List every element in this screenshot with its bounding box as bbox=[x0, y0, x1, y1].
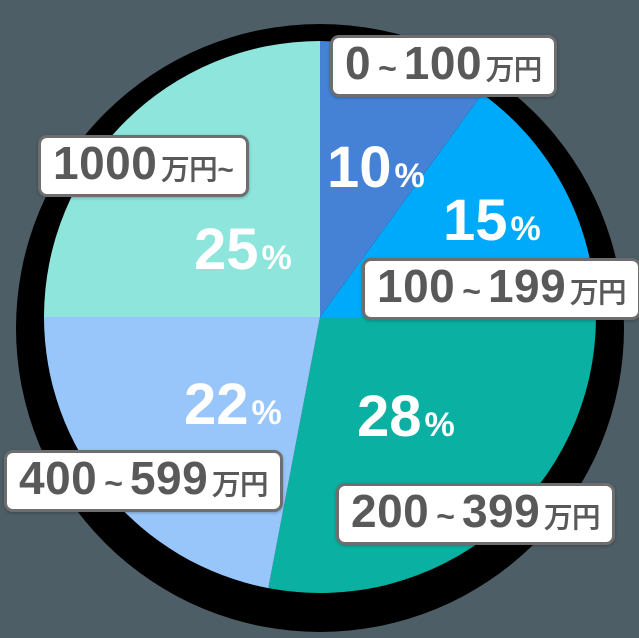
callout-box-100-199: 100 ~ 199 万円 bbox=[362, 258, 639, 320]
percent-symbol: % bbox=[394, 157, 425, 195]
percent-symbol: % bbox=[424, 406, 455, 444]
unit-label: 万円 bbox=[486, 54, 543, 85]
percent-label-0-100: 10% bbox=[327, 139, 425, 197]
unit-label: 万円 bbox=[570, 277, 627, 308]
callout-box-1000-over: 1000 万円~ bbox=[38, 135, 249, 197]
range-start: 100 bbox=[377, 260, 456, 312]
callout-box-0-100: 0 ~ 100 万円 bbox=[330, 35, 558, 97]
range-start: 400 bbox=[19, 452, 98, 504]
tilde: ~ bbox=[378, 50, 397, 86]
unit-label: 万円 bbox=[212, 469, 269, 500]
percent-value: 28 bbox=[357, 384, 422, 449]
percent-value: 25 bbox=[194, 217, 259, 282]
range-start: 1000 bbox=[53, 137, 158, 189]
tilde: ~ bbox=[462, 273, 481, 309]
pie-slice-0-100man-yen bbox=[320, 41, 483, 317]
range-end: 100 bbox=[403, 37, 483, 89]
percent-symbol: % bbox=[251, 394, 282, 432]
range-end: 599 bbox=[129, 452, 209, 504]
percent-label-200-399: 28% bbox=[357, 388, 455, 446]
percent-value: 15 bbox=[443, 188, 508, 253]
range-end: 199 bbox=[487, 260, 567, 312]
callout-box-400-599: 400 ~ 599 万円 bbox=[4, 450, 284, 512]
range-start: 200 bbox=[351, 485, 430, 537]
pie-slice-200-399man-yen bbox=[268, 317, 596, 593]
percent-value: 10 bbox=[327, 135, 392, 200]
unit-label: 万円~ bbox=[161, 154, 234, 185]
percent-symbol: % bbox=[261, 239, 292, 277]
percent-value: 22 bbox=[184, 372, 249, 437]
percent-label-1000-over: 25% bbox=[194, 221, 292, 279]
unit-label: 万円 bbox=[544, 502, 601, 533]
tilde: ~ bbox=[436, 498, 455, 534]
percent-label-400-599: 22% bbox=[184, 376, 282, 434]
tilde: ~ bbox=[104, 465, 123, 501]
callout-box-200-399: 200 ~ 399 万円 bbox=[336, 483, 616, 545]
range-end: 399 bbox=[461, 485, 541, 537]
percent-label-100-199: 15% bbox=[443, 192, 541, 250]
percent-symbol: % bbox=[510, 210, 541, 248]
range-start: 0 bbox=[345, 37, 372, 89]
